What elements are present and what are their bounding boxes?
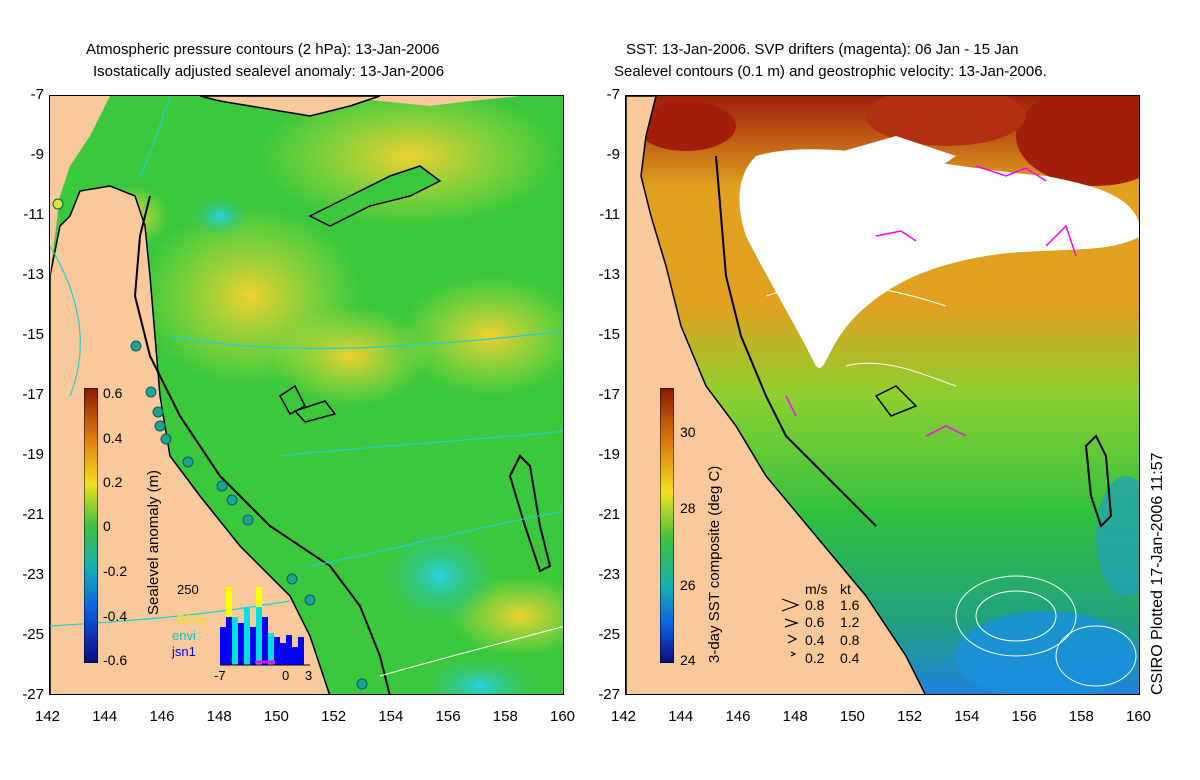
sealevel-colorbar-tick-2: 0.2 [103,474,123,490]
sst-map [625,95,1140,695]
longitude-tick: 156 [435,708,461,725]
sst-colorbar [660,388,674,663]
longitude-tick: 148 [782,708,808,725]
sst-colorbar-label: 3-day SST composite (deg C) [706,465,723,663]
left-title-line1: Atmospheric pressure contours (2 hPa): 1… [86,41,440,58]
longitude-tick: 144 [92,708,118,725]
velocity-legend-ms-0: 0.8 [805,597,825,613]
latitude-tick: -27 [22,686,44,703]
longitude-tick: 160 [1126,708,1152,725]
longitude-tick: 158 [1068,708,1094,725]
velocity-legend-kt-0: 1.6 [840,597,860,613]
latitude-tick: -9 [606,146,620,163]
altimeter-histogram-graphic [220,587,310,666]
longitude-tick: 144 [668,708,694,725]
longitude-tick: 152 [321,708,347,725]
sst-colorbar-tick-24: 24 [680,652,696,668]
sealevel-colorbar-tick-6: -0.6 [103,652,128,668]
latitude-tick: -21 [22,506,44,523]
longitude-tick: 142 [611,708,637,725]
latitude-tick: -7 [30,86,44,103]
sealevel-colorbar-tick-0: 0.6 [103,385,123,401]
latitude-tick: -7 [606,86,620,103]
latitude-tick: -27 [598,686,620,703]
histogram-legend-jsn1: jsn1 [172,644,196,659]
histogram-xtick-0: -7 [214,668,226,683]
sealevel-colorbar-tick-4: -0.2 [103,563,128,579]
sealevel-colorbar-label: Sealevel anomaly (m) [145,469,162,615]
sealevel-anomaly-map-graphic [50,96,563,694]
longitude-tick: 158 [492,708,518,725]
left-title-line2: Isostatically adjusted sealevel anomaly:… [93,63,445,80]
velocity-legend-arrows [781,598,800,657]
velocity-legend-kt-3: 0.4 [840,650,860,666]
latitude-tick: -15 [22,326,44,343]
sealevel-colorbar-tick-1: 0.4 [103,430,123,446]
sealevel-anomaly-map [49,95,564,695]
velocity-legend-ms-2: 0.4 [805,632,825,648]
latitude-tick: -25 [598,626,620,643]
right-title-line2: Sealevel contours (0.1 m) and geostrophi… [614,63,1047,80]
latitude-tick: -11 [599,206,620,223]
longitude-tick: 152 [897,708,923,725]
sst-colorbar-tick-30: 30 [680,424,696,440]
histogram-ymax-label: 250 [177,582,199,597]
longitude-tick: 142 [35,708,61,725]
velocity-legend-kt-1: 1.2 [840,614,860,630]
latitude-tick: -23 [598,566,620,583]
histogram-legend-envi: envi [172,628,196,643]
longitude-tick: 160 [550,708,576,725]
latitude-tick: -21 [598,506,620,523]
latitude-tick: -17 [598,386,620,403]
altimeter-histogram [220,587,310,667]
longitude-tick: 154 [954,708,980,725]
longitude-tick: 148 [206,708,232,725]
latitude-tick: -19 [598,446,620,463]
latitude-tick: -15 [598,326,620,343]
longitude-tick: 154 [378,708,404,725]
latitude-tick: -23 [22,566,44,583]
velocity-legend-header-kt: kt [840,581,851,597]
sealevel-anomaly-colorbar [84,388,98,663]
longitude-tick: 156 [1011,708,1037,725]
sealevel-colorbar-tick-3: 0 [103,518,111,534]
histogram-xtick-2: 3 [305,668,313,683]
sst-colorbar-tick-26: 26 [680,577,696,593]
sst-map-graphic [626,96,1139,694]
histogram-legend-gfo: GFO [176,612,205,627]
latitude-tick: -19 [22,446,44,463]
latitude-tick: -25 [22,626,44,643]
latitude-tick: -13 [22,266,44,283]
latitude-tick: -11 [23,206,44,223]
longitude-tick: 146 [149,708,175,725]
latitude-tick: -17 [22,386,44,403]
histogram-xtick-1: 0 [282,668,290,683]
longitude-tick: 150 [263,708,289,725]
velocity-legend-kt-2: 0.8 [840,632,860,648]
latitude-tick: -13 [598,266,620,283]
latitude-tick: -9 [30,146,44,163]
velocity-legend-ms-3: 0.2 [805,650,825,666]
sealevel-colorbar-tick-5: -0.4 [103,608,128,624]
longitude-tick: 150 [839,708,865,725]
velocity-legend-header-ms: m/s [805,581,828,597]
velocity-legend-ms-1: 0.6 [805,614,825,630]
longitude-tick: 146 [725,708,751,725]
right-title-line1: SST: 13-Jan-2006. SVP drifters (magenta)… [626,41,1019,58]
credit-text: CSIRO Plotted 17-Jan-2006 11:57 [1149,452,1166,695]
sst-colorbar-tick-28: 28 [680,500,696,516]
